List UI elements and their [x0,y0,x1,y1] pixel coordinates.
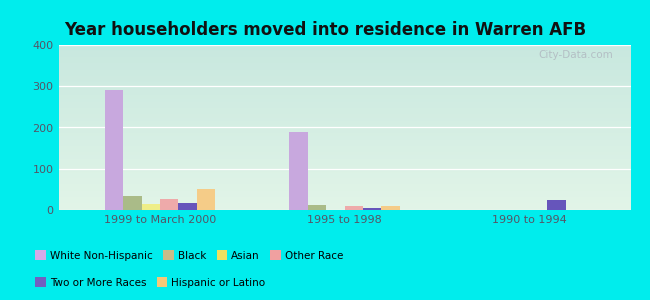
Bar [160,199,179,210]
Text: City-Data.com: City-Data.com [539,50,614,60]
Legend: Two or More Races, Hispanic or Latino: Two or More Races, Hispanic or Latino [31,273,270,292]
Legend: White Non-Hispanic, Black, Asian, Other Race: White Non-Hispanic, Black, Asian, Other … [31,246,347,265]
Bar [142,204,160,210]
Bar [363,208,382,210]
Bar [123,196,142,210]
Bar [105,90,123,210]
Bar [382,206,400,210]
Bar [547,200,566,210]
Bar [179,202,197,210]
Text: Year householders moved into residence in Warren AFB: Year householders moved into residence i… [64,21,586,39]
Bar [197,189,215,210]
Bar [344,206,363,210]
Bar [307,205,326,210]
Bar [289,132,307,210]
